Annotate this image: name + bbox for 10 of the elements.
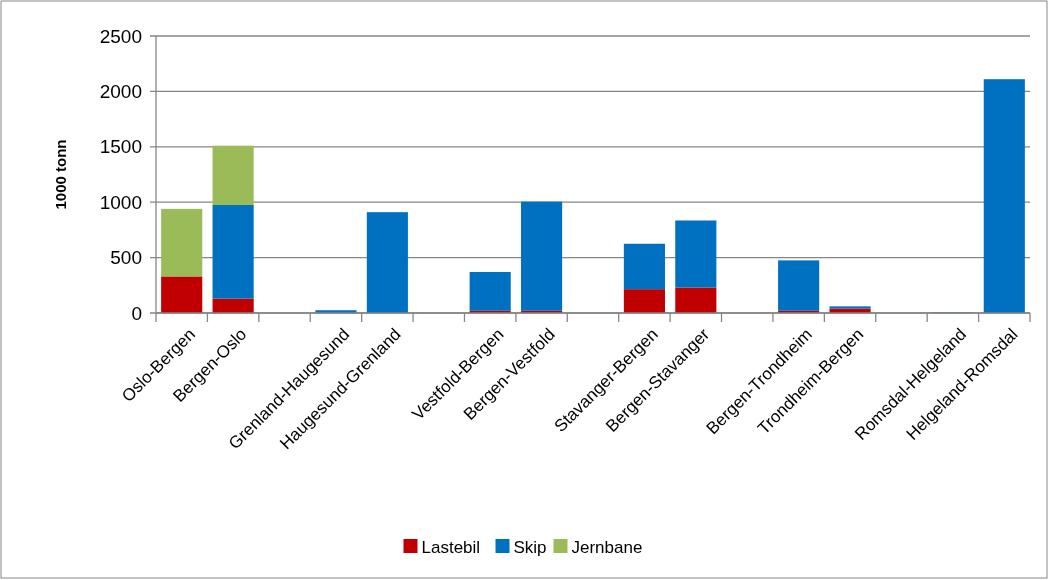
legend-label: Lastebil <box>421 537 481 557</box>
y-tick-label: 0 <box>131 302 142 324</box>
legend-label: Jernbane <box>571 537 643 557</box>
y-tick-label: 2000 <box>99 81 142 103</box>
y-axis-title: 1000 tonn <box>52 139 69 210</box>
legend-label: Skip <box>513 537 547 557</box>
y-tick-label: 500 <box>110 247 142 269</box>
y-tick-label: 1500 <box>99 136 142 158</box>
y-tick-label: 2500 <box>99 25 142 47</box>
y-tick-label: 1000 <box>99 191 142 213</box>
